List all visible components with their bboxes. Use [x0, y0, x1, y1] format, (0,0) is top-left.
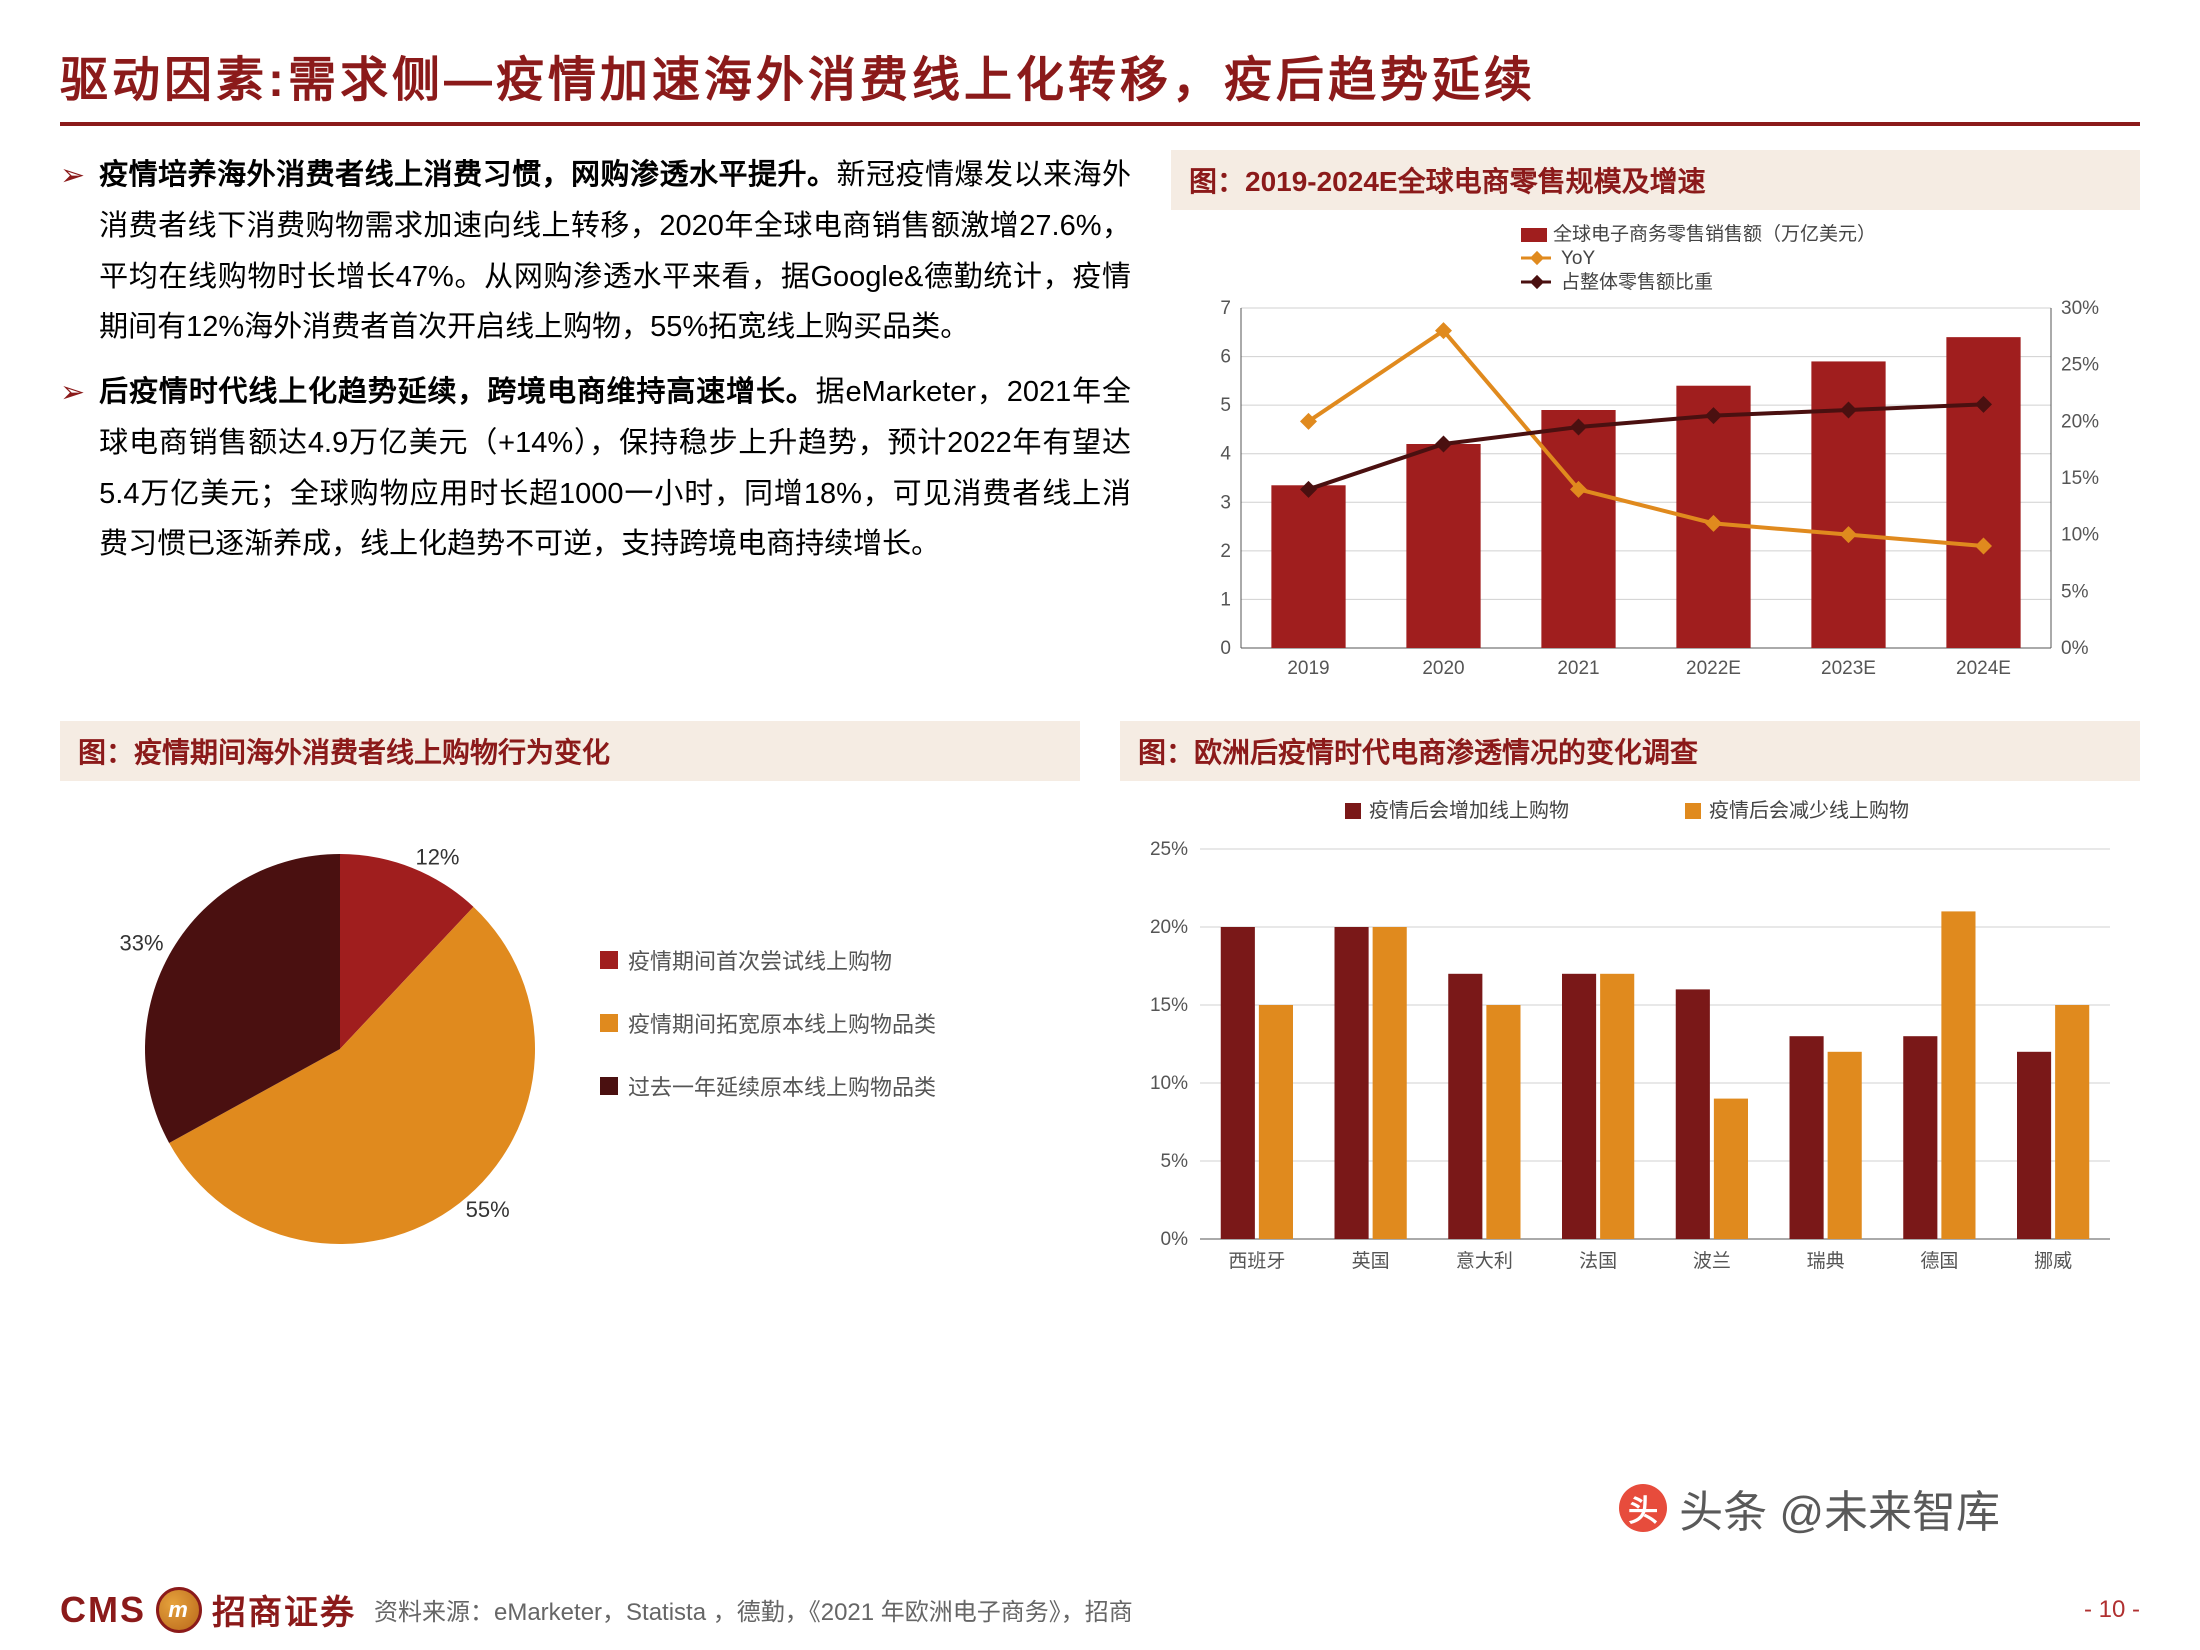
text-column: ➢ 疫情培养海外消费者线上消费习惯，网购渗透水平提升。新冠疫情爆发以来海外消费者… — [60, 150, 1131, 703]
bullet-2: ➢ 后疫情时代线上化趋势延续，跨境电商维持高速增长。据eMarketer，202… — [60, 367, 1131, 570]
svg-text:波兰: 波兰 — [1693, 1250, 1731, 1272]
svg-text:2019: 2019 — [1287, 658, 1329, 679]
svg-text:5%: 5% — [2061, 581, 2089, 602]
chart3-svg: 疫情后会增加线上购物 疫情后会减少线上购物 0% 5% 10% 15% 20% 25% 西班牙 英… — [1120, 789, 2130, 1289]
svg-text:全球电子商务零售销售额（万亿美元）: 全球电子商务零售销售额（万亿美元） — [1553, 223, 1876, 245]
svg-text:疫情后会减少线上购物: 疫情后会减少线上购物 — [1709, 799, 1909, 822]
svg-text:12%: 12% — [415, 844, 459, 869]
svg-text:55%: 55% — [466, 1197, 510, 1222]
footer-source: 资料来源：eMarketer，Statista ，德勤，《2021 年欧洲电子商… — [374, 1592, 1133, 1627]
pie-legend-item: 过去一年延续原本线上购物品类 — [600, 1071, 936, 1104]
bullet-marker-icon: ➢ — [60, 367, 85, 570]
footer: CMS m 招商证券 资料来源：eMarketer，Statista ，德勤，《… — [60, 1585, 2140, 1634]
svg-text:20%: 20% — [2061, 411, 2099, 432]
chart1-title: 图：2019-2024E全球电商零售规模及增速 — [1171, 150, 2140, 210]
legend-swatch — [600, 951, 618, 969]
svg-text:德国: 德国 — [1920, 1250, 1958, 1272]
svg-text:0%: 0% — [2061, 638, 2089, 659]
svg-text:西班牙: 西班牙 — [1228, 1250, 1285, 1272]
pie-legend-item: 疫情期间首次尝试线上购物 — [600, 945, 936, 978]
chart2-title: 图：疫情期间海外消费者线上购物行为变化 — [60, 721, 1080, 781]
chart1-combo: 全球电子商务零售销售额（万亿美元） YoY占整体零售额比重 0 1 2 3 4 5 6 7 0% 5%… — [1171, 218, 2140, 703]
cms-text: CMS — [60, 1589, 146, 1631]
svg-text:4: 4 — [1220, 444, 1231, 465]
svg-text:2: 2 — [1220, 541, 1231, 562]
svg-text:0%: 0% — [1161, 1229, 1189, 1250]
legend-swatch — [600, 1014, 618, 1032]
bullet-2-bold: 后疫情时代线上化趋势延续，跨境电商维持高速增长。 — [99, 376, 816, 408]
cms-coin-icon: m — [156, 1587, 202, 1633]
watermark-text: 头条 @未来智库 — [1679, 1476, 2000, 1540]
svg-text:挪威: 挪威 — [2034, 1250, 2072, 1272]
legend-swatch — [600, 1077, 618, 1095]
svg-text:33%: 33% — [120, 931, 164, 956]
svg-text:0: 0 — [1220, 638, 1231, 659]
slide-title: 驱动因素:需求侧—疫情加速海外消费线上化转移，疫后趋势延续 — [60, 40, 2140, 126]
svg-text:2023E: 2023E — [1821, 658, 1876, 679]
svg-text:15%: 15% — [2061, 468, 2099, 489]
svg-text:2024E: 2024E — [1956, 658, 2011, 679]
bullet-marker-icon: ➢ — [60, 150, 85, 353]
svg-text:5: 5 — [1220, 395, 1231, 416]
chart2-pie: 12% 55% 33% 疫情期间首次尝试线上购物疫情期间拓宽原本线上购物品类过去一年… — [60, 789, 1080, 1259]
svg-text:2020: 2020 — [1422, 658, 1464, 679]
svg-text:3: 3 — [1220, 492, 1231, 513]
cms-logo: CMS m 招商证券 — [60, 1585, 356, 1634]
chart1-svg: 全球电子商务零售销售额（万亿美元） YoY占整体零售额比重 0 1 2 3 4 5 6 7 0% 5%… — [1171, 218, 2131, 698]
svg-text:25%: 25% — [1150, 839, 1188, 860]
pie-legend-item: 疫情期间拓宽原本线上购物品类 — [600, 1008, 936, 1041]
bullet-1: ➢ 疫情培养海外消费者线上消费习惯，网购渗透水平提升。新冠疫情爆发以来海外消费者… — [60, 150, 1131, 353]
bullet-1-bold: 疫情培养海外消费者线上消费习惯，网购渗透水平提升。 — [99, 159, 836, 191]
svg-text:20%: 20% — [1150, 917, 1188, 938]
svg-text:10%: 10% — [1150, 1073, 1188, 1094]
svg-text:疫情后会增加线上购物: 疫情后会增加线上购物 — [1369, 799, 1569, 822]
svg-text:法国: 法国 — [1579, 1250, 1617, 1272]
chart3-title: 图：欧洲后疫情时代电商渗透情况的变化调查 — [1120, 721, 2140, 781]
page-number: - 10 - — [2084, 1596, 2140, 1624]
svg-text:瑞典: 瑞典 — [1807, 1250, 1845, 1272]
svg-text:英国: 英国 — [1352, 1250, 1390, 1272]
svg-text:30%: 30% — [2061, 298, 2099, 319]
svg-text:15%: 15% — [1150, 995, 1188, 1016]
legend-label: 过去一年延续原本线上购物品类 — [628, 1071, 936, 1104]
chart2-svg: 12% 55% 33% — [60, 819, 580, 1259]
svg-text:25%: 25% — [2061, 355, 2099, 376]
svg-text:1: 1 — [1220, 589, 1231, 610]
svg-text:YoY: YoY — [1561, 248, 1595, 269]
legend-label: 疫情期间首次尝试线上购物 — [628, 945, 892, 978]
svg-text:6: 6 — [1220, 347, 1231, 368]
chart3-bars: 疫情后会增加线上购物 疫情后会减少线上购物 0% 5% 10% 15% 20% 25% 西班牙 英… — [1120, 789, 2140, 1294]
chart2-legend: 疫情期间首次尝试线上购物疫情期间拓宽原本线上购物品类过去一年延续原本线上购物品类 — [600, 945, 936, 1134]
watermark-icon: 头 — [1619, 1484, 1667, 1532]
svg-text:2022E: 2022E — [1686, 658, 1741, 679]
watermark: 头 头条 @未来智库 — [1619, 1476, 2000, 1540]
svg-text:占整体零售额比重: 占整体零售额比重 — [1561, 271, 1713, 293]
svg-text:意大利: 意大利 — [1456, 1250, 1513, 1272]
cms-cn: 招商证券 — [212, 1585, 356, 1634]
svg-text:5%: 5% — [1161, 1151, 1189, 1172]
legend-label: 疫情期间拓宽原本线上购物品类 — [628, 1008, 936, 1041]
svg-text:2021: 2021 — [1557, 658, 1599, 679]
svg-text:10%: 10% — [2061, 525, 2099, 546]
svg-text:7: 7 — [1220, 298, 1231, 319]
